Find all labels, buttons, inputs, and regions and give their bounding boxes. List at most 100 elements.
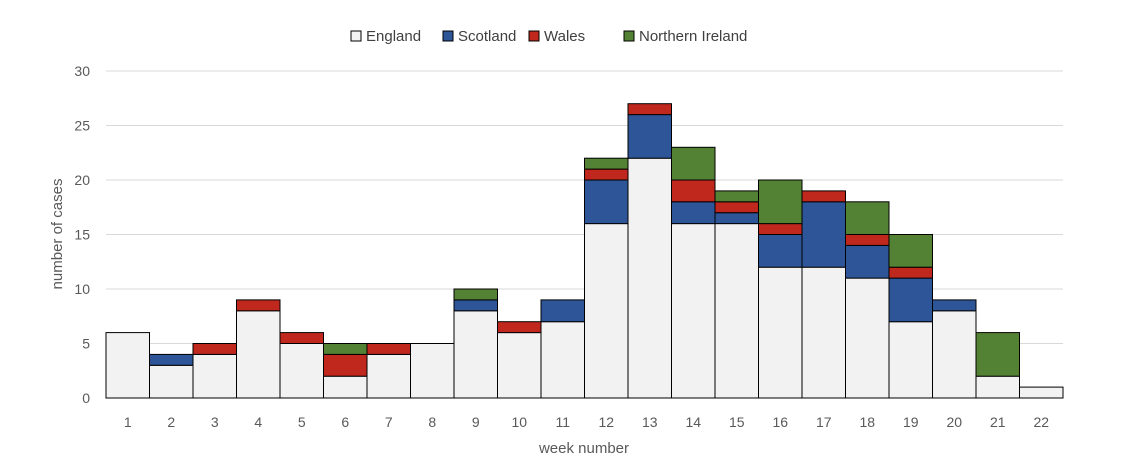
x-axis-title: week number bbox=[538, 440, 629, 457]
bar-scotland-week-17 bbox=[801, 201, 846, 268]
legend-label-northern-ireland: Northern Ireland bbox=[639, 28, 747, 45]
x-tick-label: 15 bbox=[729, 414, 745, 430]
x-tick-label: 22 bbox=[1033, 414, 1049, 430]
bar-northern-ireland-week-19 bbox=[888, 234, 933, 268]
bar-wales-week-5 bbox=[279, 332, 324, 345]
x-tick-label: 10 bbox=[511, 414, 527, 430]
x-tick-label: 19 bbox=[903, 414, 919, 430]
bar-england-week-13 bbox=[627, 157, 672, 399]
x-tick-label: 8 bbox=[428, 414, 436, 430]
bar-england-week-7 bbox=[366, 353, 411, 399]
bar-england-week-22 bbox=[1019, 386, 1064, 399]
bar-scotland-week-9 bbox=[453, 299, 498, 312]
y-tick-labels: 0 5 10 15 20 25 30 bbox=[74, 63, 90, 406]
x-tick-label: 11 bbox=[555, 414, 570, 430]
bar-wales-week-6 bbox=[323, 353, 368, 377]
bar-northern-ireland-week-21 bbox=[975, 332, 1020, 377]
bar-england-week-15 bbox=[714, 223, 759, 399]
bar-england-week-9 bbox=[453, 310, 498, 399]
bar-scotland-week-18 bbox=[845, 244, 890, 279]
bar-wales-week-15 bbox=[714, 201, 759, 214]
bar-scotland-week-20 bbox=[932, 299, 977, 312]
bar-northern-ireland-week-9 bbox=[453, 288, 498, 301]
y-tick-label: 10 bbox=[74, 281, 90, 297]
bar-scotland-week-12 bbox=[584, 179, 629, 225]
x-tick-label: 12 bbox=[598, 414, 614, 430]
x-tick-label: 4 bbox=[254, 414, 262, 430]
legend-swatch-wales bbox=[528, 30, 540, 42]
bar-england-week-5 bbox=[279, 343, 324, 399]
bar-northern-ireland-week-6 bbox=[323, 343, 368, 355]
y-tick-label: 0 bbox=[82, 390, 90, 406]
bar-scotland-week-19 bbox=[888, 277, 933, 323]
y-axis-title: number of cases bbox=[49, 179, 66, 290]
bar-wales-week-13 bbox=[627, 103, 672, 116]
bar-england-week-11 bbox=[540, 321, 585, 399]
bar-northern-ireland-week-12 bbox=[584, 157, 629, 170]
bar-northern-ireland-week-15 bbox=[714, 190, 759, 203]
legend-label-scotland: Scotland bbox=[458, 28, 516, 45]
x-tick-labels: 1 2 3 4 5 6 7 8 9 10 11 12 13 14 15 16 17 18 19 20 21 22 bbox=[124, 414, 1049, 430]
x-tick-label: 20 bbox=[946, 414, 962, 430]
x-tick-label: 3 bbox=[211, 414, 219, 430]
bar-wales-week-19 bbox=[888, 266, 933, 279]
legend-swatch-scotland bbox=[442, 30, 454, 42]
bar-england-week-14 bbox=[671, 223, 716, 399]
bar-wales-week-3 bbox=[192, 343, 237, 355]
bars bbox=[105, 103, 1064, 399]
bar-wales-week-14 bbox=[671, 179, 716, 203]
legend-label-england: England bbox=[366, 28, 421, 45]
bar-northern-ireland-week-14 bbox=[671, 146, 716, 181]
bar-england-week-18 bbox=[845, 277, 890, 399]
bar-wales-week-16 bbox=[758, 223, 803, 236]
y-tick-label: 20 bbox=[74, 172, 90, 188]
bar-wales-week-7 bbox=[366, 343, 411, 355]
x-tick-label: 21 bbox=[990, 414, 1006, 430]
bar-england-week-20 bbox=[932, 310, 977, 399]
bar-england-week-19 bbox=[888, 321, 933, 399]
x-tick-label: 17 bbox=[816, 414, 832, 430]
x-tick-label: 9 bbox=[472, 414, 480, 430]
bar-northern-ireland-week-18 bbox=[845, 201, 890, 236]
legend-label-wales: Wales bbox=[544, 28, 585, 45]
bar-england-week-8 bbox=[410, 343, 455, 399]
legend-swatch-england bbox=[350, 30, 362, 42]
bar-wales-week-17 bbox=[801, 190, 846, 203]
bar-england-week-16 bbox=[758, 266, 803, 399]
bar-wales-week-10 bbox=[497, 321, 542, 334]
bar-england-week-12 bbox=[584, 223, 629, 399]
x-tick-label: 16 bbox=[772, 414, 788, 430]
bar-england-week-1 bbox=[105, 332, 150, 399]
bar-scotland-week-2 bbox=[149, 353, 194, 366]
x-tick-label: 5 bbox=[298, 414, 306, 430]
x-tick-label: 13 bbox=[642, 414, 658, 430]
bar-england-week-6 bbox=[323, 375, 368, 399]
x-tick-label: 1 bbox=[124, 414, 132, 430]
bar-northern-ireland-week-16 bbox=[758, 179, 803, 225]
bar-scotland-week-11 bbox=[540, 299, 585, 323]
bar-scotland-week-14 bbox=[671, 201, 716, 225]
bar-england-week-3 bbox=[192, 353, 237, 399]
bar-wales-week-18 bbox=[845, 234, 890, 246]
y-tick-label: 5 bbox=[82, 336, 90, 352]
y-tick-label: 30 bbox=[74, 63, 90, 79]
legend-swatch-northern-ireland bbox=[623, 30, 635, 42]
bar-scotland-week-15 bbox=[714, 212, 759, 225]
x-tick-label: 7 bbox=[385, 414, 393, 430]
bar-england-week-17 bbox=[801, 266, 846, 399]
y-tick-label: 25 bbox=[74, 118, 90, 134]
bar-england-week-21 bbox=[975, 375, 1020, 399]
legend: England Scotland Wales Northern Ireland bbox=[350, 28, 747, 45]
bar-scotland-week-16 bbox=[758, 234, 803, 268]
bar-wales-week-12 bbox=[584, 168, 629, 181]
bar-england-week-10 bbox=[497, 332, 542, 399]
bar-england-week-4 bbox=[236, 310, 281, 399]
x-tick-label: 14 bbox=[685, 414, 701, 430]
x-tick-label: 6 bbox=[341, 414, 349, 430]
y-tick-label: 15 bbox=[74, 227, 90, 243]
x-tick-label: 2 bbox=[167, 414, 175, 430]
bar-scotland-week-13 bbox=[627, 114, 672, 159]
bar-england-week-2 bbox=[149, 364, 194, 399]
